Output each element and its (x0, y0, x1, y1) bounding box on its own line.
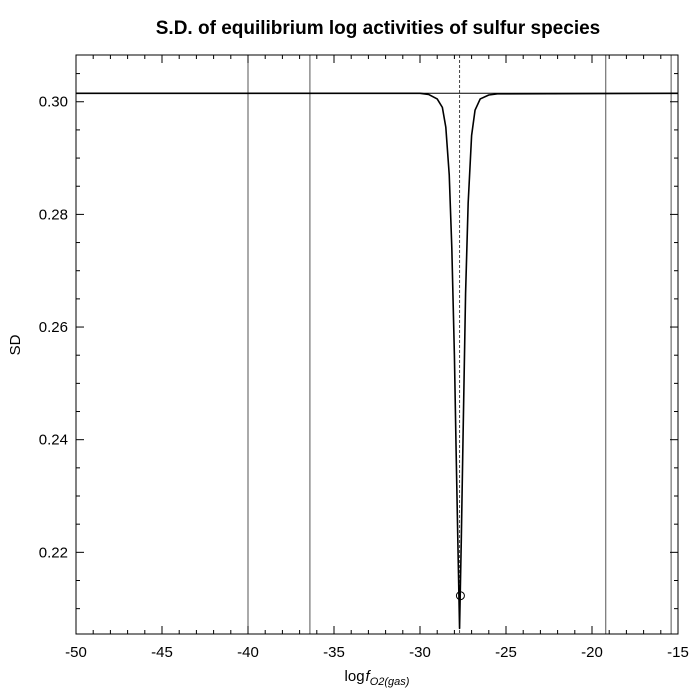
y-axis-label: SD (7, 334, 24, 355)
vertical-reference-lines (247, 55, 672, 634)
y-tick-label-1: 0.24 (39, 432, 68, 449)
x-tick-label-5: -25 (495, 644, 517, 661)
x-axis-label-f: f (366, 668, 372, 685)
plot-area-frame (75, 54, 679, 635)
chart-title: S.D. of equilibrium log activities of su… (156, 18, 600, 39)
x-axis: -50 -45 -40 -35 -30 -25 -20 -15 (65, 55, 689, 661)
x-tick-label-1: -45 (151, 644, 173, 661)
x-tick-label-0: -50 (65, 644, 87, 661)
x-axis-label: logfO2(gas) (345, 668, 410, 688)
x-axis-label-log: log (345, 668, 365, 685)
marker-point (455, 591, 465, 601)
y-tick-label-3: 0.28 (39, 206, 68, 223)
series-layer (76, 92, 679, 630)
y-axis: 0.22 0.24 0.26 0.28 0.30 (39, 73, 678, 610)
marker-layer (455, 591, 465, 601)
y-tick-label-0: 0.22 (39, 544, 68, 561)
x-tick-label-6: -20 (581, 644, 603, 661)
y-tick-label-4: 0.30 (39, 94, 68, 111)
x-tick-label-2: -40 (237, 644, 259, 661)
x-tick-label-3: -35 (323, 644, 345, 661)
y-tick-label-2: 0.26 (39, 319, 68, 336)
x-tick-label-7: -15 (667, 644, 689, 661)
x-axis-label-subscript: O2(gas) (370, 676, 410, 688)
x-tick-label-4: -30 (409, 644, 431, 661)
series-line-0 (76, 92, 679, 630)
